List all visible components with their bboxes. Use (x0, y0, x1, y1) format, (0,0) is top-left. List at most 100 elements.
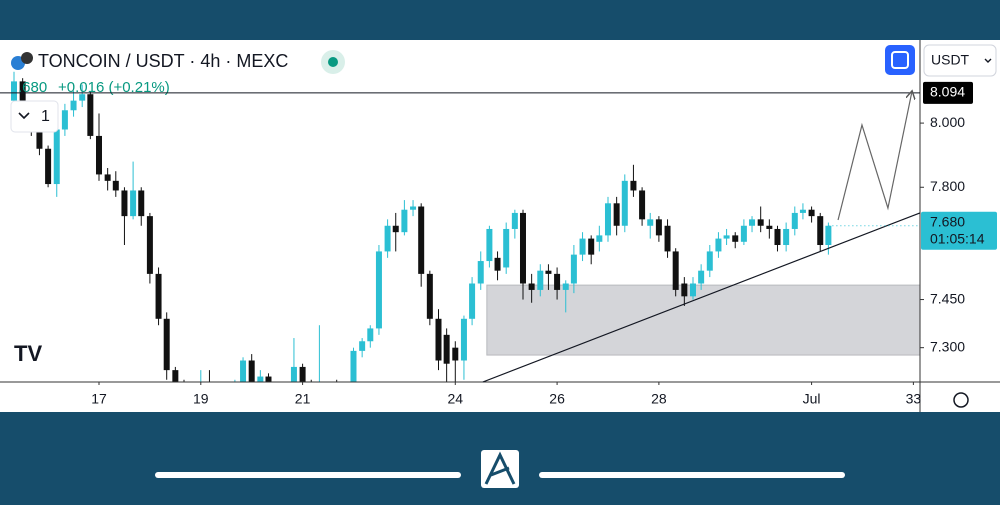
candle-body (639, 190, 646, 220)
candle-body (112, 180, 119, 191)
candle-body (799, 209, 806, 213)
last-price-label: 7.680 (930, 213, 965, 229)
fullscreen-icon (891, 51, 909, 69)
candle-body (299, 366, 306, 382)
candle-body (808, 209, 815, 217)
level-label-box (923, 81, 973, 104)
fullscreen-button[interactable] (885, 45, 915, 75)
candle-body (61, 110, 68, 130)
banner-logo (481, 450, 519, 488)
candle-body (401, 209, 408, 233)
candle-body (130, 190, 137, 217)
symbol-icon-2 (21, 52, 33, 64)
candle-body (554, 273, 561, 290)
candle-body (138, 190, 145, 217)
candle-body (740, 225, 747, 242)
candle-body (410, 206, 417, 210)
candle-body (460, 318, 467, 361)
candle-body (95, 135, 102, 175)
x-tick-label: 17 (91, 391, 107, 407)
banner-logo-mark (484, 451, 516, 485)
candle-body (613, 203, 620, 226)
banner-bar-left (155, 472, 461, 478)
candle-body (655, 219, 662, 236)
y-tick-label: 7.300 (930, 338, 965, 354)
candle-body (519, 212, 526, 284)
candle-body (172, 370, 179, 382)
candle-body (596, 235, 603, 242)
candle-body (647, 219, 654, 226)
candle-body (257, 376, 264, 382)
candle-body (359, 341, 366, 351)
currency-label: USDT (931, 52, 970, 68)
candle-body (579, 238, 586, 255)
candle-body (53, 129, 60, 185)
tv-logo: TV (14, 341, 42, 366)
candle-body (723, 235, 730, 239)
candle-body (715, 238, 722, 252)
candle-body (732, 235, 739, 242)
last-price-box (921, 211, 997, 250)
last-price: .680 (18, 79, 47, 96)
candle-body (79, 94, 86, 101)
candle-body (70, 100, 77, 111)
candle-body (426, 273, 433, 319)
candle-body (528, 283, 535, 290)
x-tick-label: 33 (906, 391, 922, 407)
interval-value: 1 (41, 108, 50, 125)
candle-body (443, 334, 450, 364)
candle-body (146, 216, 153, 274)
candle-body (45, 148, 52, 185)
candle-body (163, 318, 170, 371)
candle-body (766, 225, 773, 229)
interval-button[interactable] (10, 100, 59, 133)
candle-body (698, 270, 705, 284)
candle-body (664, 225, 671, 252)
candle-body (672, 251, 679, 290)
candle-body (367, 328, 374, 342)
candle-body (537, 270, 544, 290)
candle-body (392, 225, 399, 233)
candle-body (240, 360, 247, 382)
x-tick-label: 28 (651, 391, 667, 407)
currency-select[interactable] (923, 44, 997, 77)
y-tick-label: 7.450 (930, 290, 965, 306)
candle-body (757, 219, 764, 226)
candle-body (155, 273, 162, 319)
y-tick-label: 7.800 (930, 178, 965, 194)
candle-body (248, 360, 255, 382)
candle-body (477, 261, 484, 284)
candle-body (588, 238, 595, 255)
projection-path (837, 92, 912, 221)
candle-body (36, 129, 43, 149)
interval-chevron (18, 112, 30, 120)
x-tick-label: 19 (193, 391, 209, 407)
countdown-label: 01:05:14 (930, 230, 985, 246)
candle-body (621, 180, 628, 226)
candle-body (375, 251, 382, 329)
candle-body (87, 94, 94, 136)
candle-body (104, 174, 111, 181)
candle-body (791, 212, 798, 229)
settings-button[interactable] (953, 392, 969, 408)
candle-body (469, 283, 476, 319)
candle-body (562, 283, 569, 290)
trend-line (482, 212, 921, 383)
banner-bar-right (539, 472, 845, 478)
candle-body (435, 318, 442, 361)
x-tick-label: 26 (549, 391, 565, 407)
candle-body (570, 254, 577, 284)
candle-body (783, 228, 790, 246)
candle-body (290, 366, 297, 382)
currency-chevron (984, 58, 992, 63)
candle-body (817, 216, 824, 246)
candle-body (486, 228, 493, 262)
candle-body (689, 283, 696, 297)
market-status-dot (328, 57, 338, 67)
candle-body (825, 225, 832, 246)
candle-body (265, 376, 272, 382)
candle-body (681, 283, 688, 297)
demand-zone (486, 284, 920, 356)
